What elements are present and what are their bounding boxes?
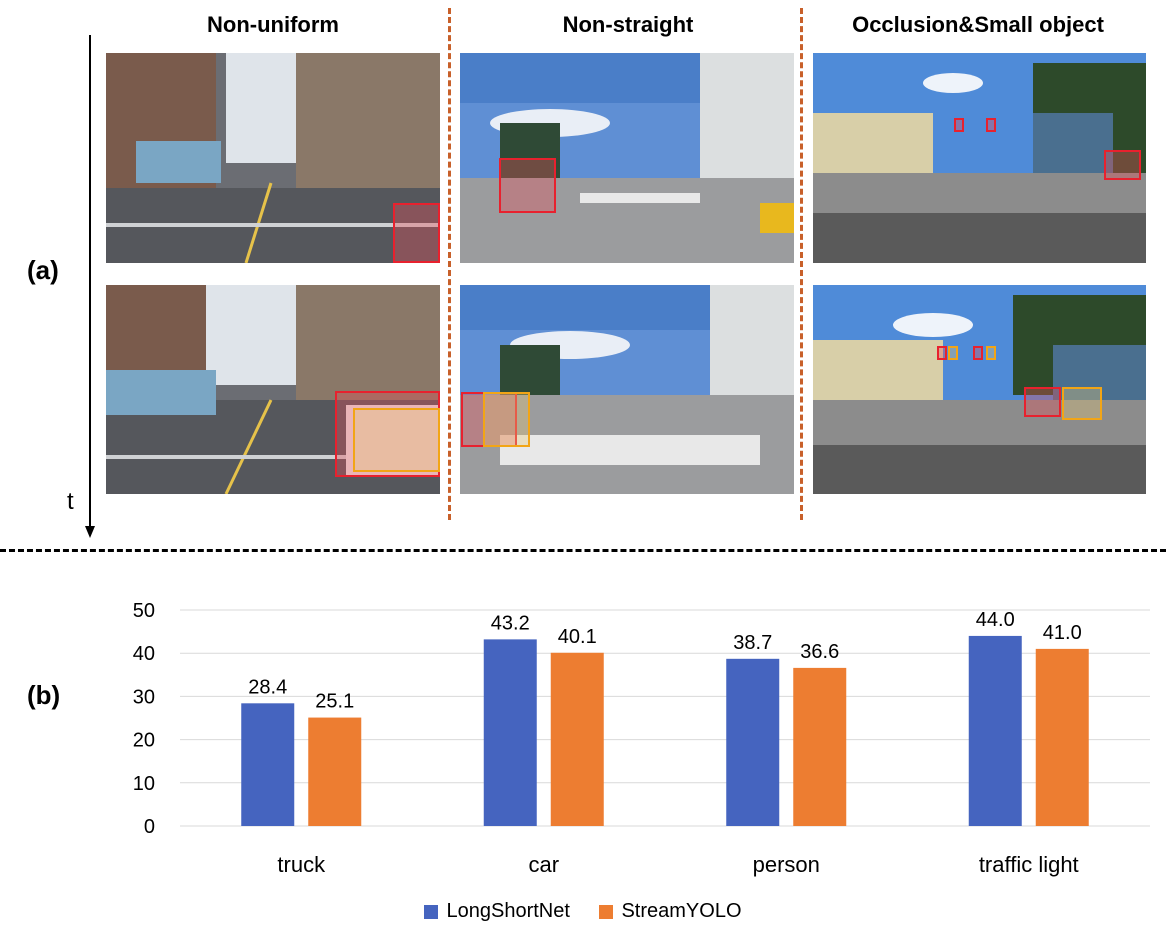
data-label: 41.0 — [1043, 622, 1082, 644]
data-label: 36.6 — [800, 641, 839, 663]
column-title-non-uniform: Non-uniform — [207, 12, 339, 37]
bar-chart: 0 10 20 30 40 50 28.4 25.1 43.2 40.1 38.7 36.6 44.0… — [133, 600, 1150, 877]
street-photo-non-straight-frame-2 — [460, 285, 794, 494]
y-tick-label: 40 — [133, 643, 155, 665]
data-label: 43.2 — [491, 612, 530, 634]
bar-longshortnet-person — [726, 658, 780, 826]
time-arrow — [85, 35, 95, 538]
bar-streamyolo-car — [550, 652, 604, 826]
bar-longshortnet-truck — [241, 703, 295, 826]
detection-box-yellow — [1062, 387, 1102, 420]
detection-box-red — [937, 346, 947, 360]
detection-box-red — [1104, 150, 1141, 180]
legend-swatch-streamyolo — [599, 904, 614, 919]
column-title-non-straight: Non-straight — [562, 12, 694, 37]
street-photo-occlusion-frame-1 — [813, 53, 1146, 263]
y-tick-label: 10 — [133, 773, 155, 795]
detection-box-yellow — [483, 392, 530, 447]
street-photo-non-uniform-frame-1 — [106, 53, 440, 263]
y-tick-label: 0 — [144, 816, 155, 838]
data-label: 38.7 — [733, 632, 772, 654]
legend-item-streamyolo: StreamYOLO — [599, 900, 742, 923]
column-title-occlusion-small-object: Occlusion&Small object — [852, 12, 1104, 37]
column-separator — [800, 8, 803, 520]
panel-label-b: (b) — [27, 680, 61, 710]
street-photo-non-uniform-frame-2 — [106, 285, 440, 494]
bar-longshortnet-traffic-light — [968, 635, 1022, 826]
time-label: t — [67, 488, 74, 515]
data-label: 25.1 — [315, 691, 354, 713]
section-separator — [0, 549, 1166, 552]
category-label: truck — [277, 852, 326, 877]
panel-label-a: (a) — [27, 255, 59, 285]
detection-box-red — [499, 158, 556, 213]
bar-longshortnet-car — [483, 639, 537, 826]
category-label: person — [753, 852, 820, 877]
bar-streamyolo-traffic-light — [1035, 648, 1089, 826]
street-photo-occlusion-frame-2 — [813, 285, 1146, 494]
legend-item-longshortnet: LongShortNet — [424, 900, 570, 923]
detection-box-red — [393, 203, 440, 263]
legend-label-streamyolo: StreamYOLO — [621, 900, 742, 922]
detection-box-yellow — [353, 408, 440, 472]
category-label: car — [528, 852, 559, 877]
detection-box-red — [1024, 387, 1061, 417]
y-tick-label: 30 — [133, 686, 155, 708]
chart-legend: LongShortNet StreamYOLO — [0, 900, 1166, 925]
bar-streamyolo-person — [793, 667, 847, 826]
detection-box-red — [986, 118, 996, 132]
legend-label-longshortnet: LongShortNet — [446, 900, 570, 922]
detection-box-red — [335, 391, 440, 477]
data-label: 44.0 — [976, 609, 1015, 631]
y-tick-label: 20 — [133, 730, 155, 752]
column-separator — [448, 8, 451, 520]
legend-swatch-longshortnet — [424, 904, 439, 919]
y-tick-label: 50 — [133, 600, 155, 622]
data-label: 28.4 — [248, 676, 287, 698]
detection-box-yellow — [986, 346, 996, 360]
category-label: traffic light — [979, 852, 1079, 877]
detection-box-yellow — [948, 346, 958, 360]
detection-box-red — [954, 118, 964, 132]
detection-box-red — [973, 346, 983, 360]
street-photo-non-straight-frame-1 — [460, 53, 794, 263]
data-label: 40.1 — [558, 626, 597, 648]
bar-streamyolo-truck — [308, 717, 362, 826]
